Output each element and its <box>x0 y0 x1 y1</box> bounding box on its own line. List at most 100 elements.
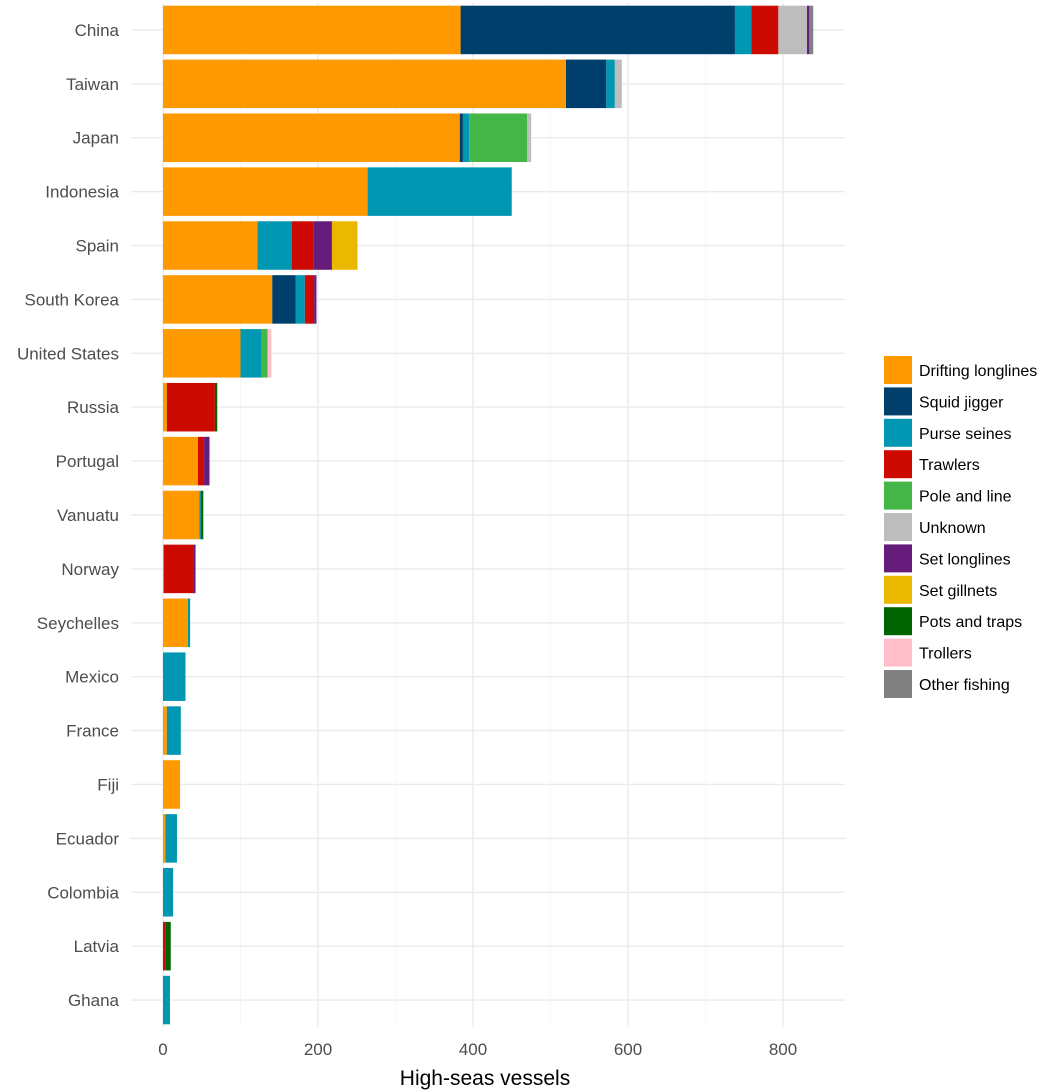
legend-swatch <box>884 481 912 510</box>
bar-segment <box>163 814 166 863</box>
bar-segment <box>197 436 205 486</box>
category-label: Mexico <box>65 668 119 687</box>
legend-swatch <box>884 638 912 667</box>
bar-segment <box>163 490 200 540</box>
legend-swatch <box>884 544 912 573</box>
legend-label: Other fishing <box>919 677 1010 694</box>
legend-label: Trawlers <box>919 457 980 474</box>
legend-label: Set longlines <box>919 551 1011 568</box>
legend-label: Drifting longlines <box>919 363 1037 380</box>
category-label: Portugal <box>56 452 119 471</box>
legend-label: Unknown <box>919 520 986 537</box>
bar-segment <box>163 113 460 162</box>
category-label: Spain <box>76 237 119 256</box>
x-tick-label: 200 <box>304 1040 332 1059</box>
category-label: Indonesia <box>45 183 119 202</box>
bar-segment <box>272 275 296 324</box>
bar-segment <box>187 598 191 648</box>
category-label: China <box>75 21 120 40</box>
legend-label: Purse seines <box>919 426 1012 443</box>
bar-segment <box>163 921 166 971</box>
legend-swatch <box>884 387 912 416</box>
legend-swatch <box>884 450 912 479</box>
bar-segment <box>166 382 215 432</box>
category-label: Ghana <box>68 991 120 1010</box>
bars <box>163 5 814 1025</box>
category-label: Seychelles <box>37 614 119 633</box>
x-tick-label: 800 <box>769 1040 797 1059</box>
legend-swatch <box>884 513 912 541</box>
bar-segment <box>261 329 268 378</box>
bar-segment <box>166 706 181 755</box>
legend-swatch <box>884 418 912 447</box>
bar-segment <box>163 382 167 432</box>
bar-segment <box>459 113 463 162</box>
category-label: France <box>66 722 119 741</box>
bar-segment <box>163 544 194 594</box>
bar-segment <box>165 921 171 971</box>
bar-segment <box>163 59 566 109</box>
bar-segment <box>163 975 170 1025</box>
bar-segment <box>163 598 188 648</box>
legend-swatch <box>884 670 912 698</box>
bar-segment <box>807 5 810 55</box>
category-label: Fiji <box>97 775 119 794</box>
bar-segment <box>751 5 779 55</box>
x-tick-label: 0 <box>158 1040 167 1059</box>
legend-label: Pots and traps <box>919 614 1022 631</box>
bar-segment <box>295 275 305 324</box>
category-label: South Korea <box>24 290 119 309</box>
category-label: Russia <box>67 398 120 417</box>
bar-segment <box>291 221 314 270</box>
bar-segment <box>257 221 292 270</box>
category-label: Vanuatu <box>57 506 119 525</box>
bar-segment <box>163 868 174 917</box>
bar-segment <box>194 544 196 594</box>
x-tick-label: 600 <box>614 1040 642 1059</box>
legend-swatch <box>884 607 912 636</box>
x-tick-label: 400 <box>459 1040 487 1059</box>
bar-segment <box>240 329 262 378</box>
bar-segment <box>462 113 470 162</box>
bar-segment <box>163 329 241 378</box>
legend-swatch <box>884 356 912 384</box>
bar-segment <box>460 5 735 55</box>
bar-segment <box>614 59 622 109</box>
category-label: Taiwan <box>66 75 119 94</box>
bar-segment <box>163 760 181 809</box>
bar-segment <box>165 814 177 863</box>
bar-segment <box>304 275 315 324</box>
bar-segment <box>606 59 615 109</box>
legend-label: Set gillnets <box>919 583 997 600</box>
bar-segment <box>469 113 528 162</box>
bar-segment <box>267 329 272 378</box>
category-label: Colombia <box>47 883 119 902</box>
legend-label: Pole and line <box>919 489 1012 506</box>
bar-segment <box>313 221 332 270</box>
bar-segment <box>367 167 512 216</box>
bar-segment <box>163 706 167 755</box>
category-label: United States <box>17 344 119 363</box>
bar-segment <box>809 5 814 55</box>
legend: Drifting longlines Squid jigger Purse sein… <box>884 356 1037 698</box>
bar-segment <box>200 490 204 540</box>
bar-segment <box>566 59 607 109</box>
bar-segment <box>214 382 218 432</box>
legend-label: Trollers <box>919 646 972 663</box>
category-label: Latvia <box>74 937 120 956</box>
bar-segment <box>163 275 273 324</box>
legend-label: Squid jigger <box>919 394 1004 411</box>
bar-segment <box>204 436 210 486</box>
category-label: Japan <box>73 129 119 148</box>
bar-segment <box>163 221 258 270</box>
category-label: Norway <box>61 560 119 579</box>
x-axis-title: High-seas vessels <box>400 1067 570 1090</box>
bar-segment <box>163 544 164 594</box>
bar-segment <box>527 113 532 162</box>
bar-segment <box>314 275 317 324</box>
bar-segment <box>163 652 186 701</box>
bar-segment <box>331 221 358 270</box>
bar-segment <box>163 436 198 486</box>
bar-segment <box>734 5 752 55</box>
